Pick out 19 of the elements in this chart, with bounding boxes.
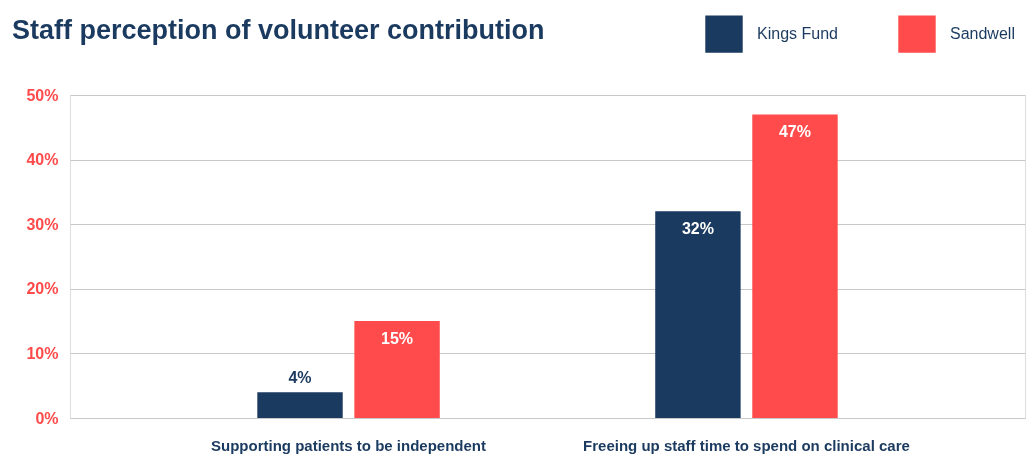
bar [257,392,343,418]
x-tick-label: Supporting patients to be independent [211,436,487,454]
chart-title: Staff perception of volunteer contribution [12,15,545,45]
bar [655,211,741,418]
y-tick-label: 50% [26,86,59,104]
data-label: 15% [381,330,414,348]
y-tick-label: 40% [26,151,59,169]
legend-label: Kings Fund [757,25,838,43]
legend-label: Sandwell [950,25,1015,43]
y-tick-label: 30% [26,215,59,233]
y-tick-label: 10% [26,344,59,362]
bar [752,114,838,418]
x-tick-label: Freeing up staff time to spend on clinical care [583,436,910,454]
data-label: 32% [681,220,714,238]
bar [354,321,440,418]
data-label: 47% [778,123,811,141]
y-tick-label: 20% [26,280,59,298]
data-label: 4% [288,369,312,387]
y-tick-label: 0% [35,409,59,427]
